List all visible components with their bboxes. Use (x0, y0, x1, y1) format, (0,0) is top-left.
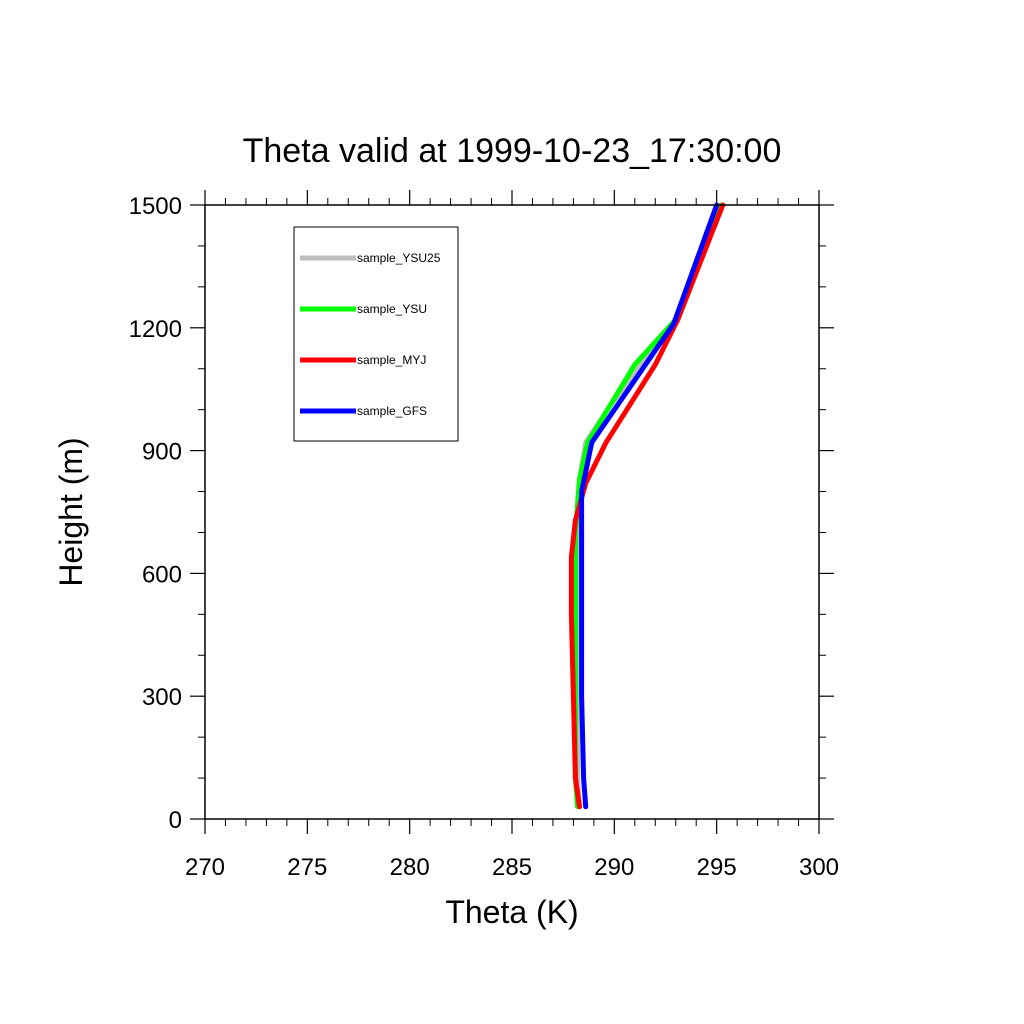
y-tick-label: 600 (142, 561, 182, 588)
x-tick-label: 300 (799, 854, 839, 881)
chart-title: Theta valid at 1999-10-23_17:30:00 (243, 132, 782, 170)
y-tick-label: 1200 (129, 316, 182, 343)
legend-label-sample-ysu: sample_YSU (357, 302, 427, 316)
series-line-sample-ysu (572, 202, 724, 810)
y-tick-label: 900 (142, 439, 182, 466)
series-line-sample-gfs (579, 202, 720, 810)
x-tick-label: 295 (697, 854, 737, 881)
legend-label-sample-ysu25: sample_YSU25 (357, 251, 441, 265)
y-axis-label: Height (m) (53, 437, 89, 586)
x-tick-label: 280 (390, 854, 430, 881)
plot-area (568, 202, 726, 810)
x-tick-label: 285 (492, 854, 532, 881)
legend: sample_YSU25 sample_YSU sample_MYJ sample_G… (293, 226, 459, 442)
tick-group (190, 190, 834, 834)
x-tick-label: 290 (594, 854, 634, 881)
tick-labels: 270 275 280 285 290 295 300 0 300 600 900 1200 1500 (129, 193, 839, 881)
x-axis-label: Theta (K) (445, 894, 578, 930)
x-tick-label: 270 (185, 854, 225, 881)
legend-box (293, 226, 459, 442)
plot-frame (204, 204, 820, 820)
series-line-sample-ysu25 (575, 202, 726, 810)
legend-label-sample-gfs: sample_GFS (357, 404, 427, 418)
y-tick-label: 0 (169, 807, 182, 834)
y-tick-label: 300 (142, 684, 182, 711)
y-tick-label: 1500 (129, 193, 182, 220)
series-line-sample-myj (568, 202, 726, 810)
x-tick-label: 275 (287, 854, 327, 881)
legend-label-sample-myj: sample_MYJ (357, 353, 426, 367)
